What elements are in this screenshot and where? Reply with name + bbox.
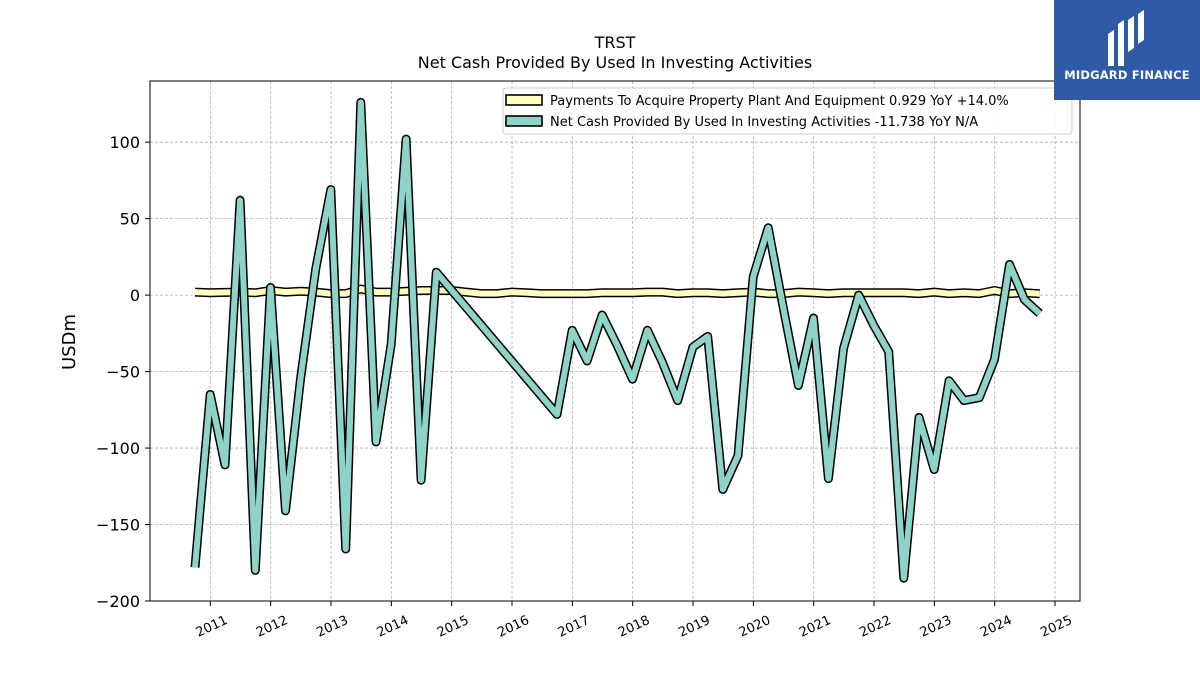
x-tick-label: 2019 — [676, 613, 712, 641]
y-tick-label: −50 — [106, 363, 140, 382]
legend-box — [502, 87, 1073, 135]
brand-logo: MIDGARD FINANCE — [1054, 0, 1200, 100]
x-tick-label: 2015 — [435, 613, 471, 641]
x-tick-label: 2020 — [737, 613, 773, 641]
legend-label: Net Cash Provided By Used In Investing A… — [550, 115, 978, 130]
y-tick-label: 100 — [109, 133, 140, 152]
x-tick-label: 2017 — [556, 613, 592, 641]
x-tick-label: 2022 — [857, 613, 893, 641]
x-tick-label: 2018 — [616, 613, 652, 641]
y-axis-label: USDm — [59, 314, 80, 370]
x-tick-label: 2016 — [495, 613, 531, 641]
y-tick-label: 0 — [130, 286, 140, 305]
x-tick-label: 2014 — [375, 613, 411, 641]
legend-swatch — [505, 115, 543, 127]
x-tick-label: 2021 — [797, 613, 833, 641]
x-tick-label: 2012 — [254, 613, 290, 641]
chart-subtitle: Net Cash Provided By Used In Investing A… — [418, 53, 812, 72]
series-2 — [190, 97, 1043, 583]
series-1 — [194, 284, 1040, 299]
x-tick-label: 2011 — [194, 613, 230, 641]
series-layer — [190, 97, 1043, 583]
plot-frame — [149, 80, 1081, 602]
y-tick-label: −150 — [96, 516, 140, 535]
x-tick-label: 2024 — [978, 613, 1014, 641]
brand-name: MIDGARD FINANCE — [1064, 68, 1190, 82]
series-line — [192, 99, 1042, 582]
legend-label: Payments To Acquire Property Plant And E… — [550, 94, 1009, 109]
y-tick-label: −200 — [96, 592, 140, 611]
y-tick-label: 50 — [120, 210, 140, 229]
x-tick-label: 2013 — [314, 613, 350, 641]
x-tick-label: 2023 — [918, 613, 954, 641]
legend: Payments To Acquire Property Plant And E… — [502, 87, 1073, 135]
chart-title: TRST — [594, 33, 636, 52]
legend-swatch — [505, 94, 543, 106]
y-tick-label: −100 — [96, 439, 140, 458]
midgard-logo-icon — [1108, 10, 1144, 66]
x-tick-label: 2025 — [1038, 613, 1074, 641]
